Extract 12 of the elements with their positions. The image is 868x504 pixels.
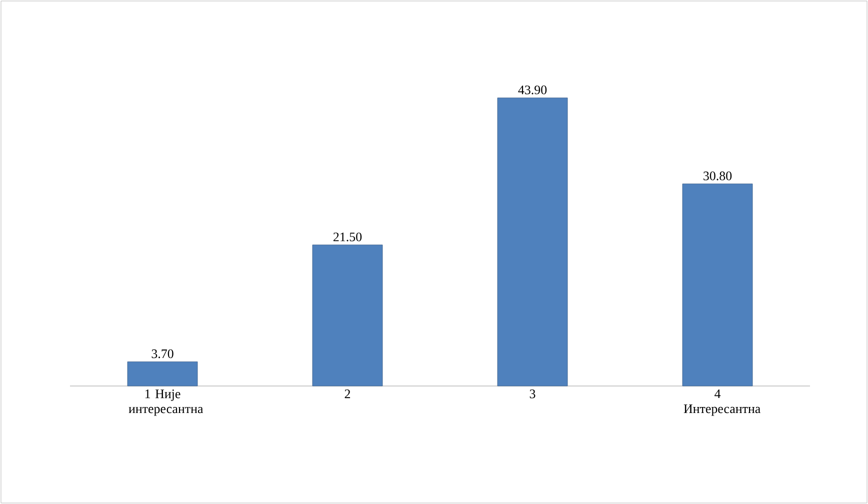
bar <box>682 184 753 386</box>
x-tick-label: 4 Интересантна <box>684 390 760 416</box>
bar <box>497 98 568 386</box>
x-tick-label: 3 <box>530 390 536 398</box>
data-label: 30.80 <box>704 172 732 180</box>
data-label: 43.90 <box>518 86 547 94</box>
bar <box>127 362 198 386</box>
x-tick-label: 2 <box>344 390 350 398</box>
data-label: 3.70 <box>152 349 174 358</box>
bar <box>312 244 383 386</box>
data-label: 21.50 <box>333 232 362 242</box>
x-tick-label: 1 Није интересантна <box>128 390 204 416</box>
